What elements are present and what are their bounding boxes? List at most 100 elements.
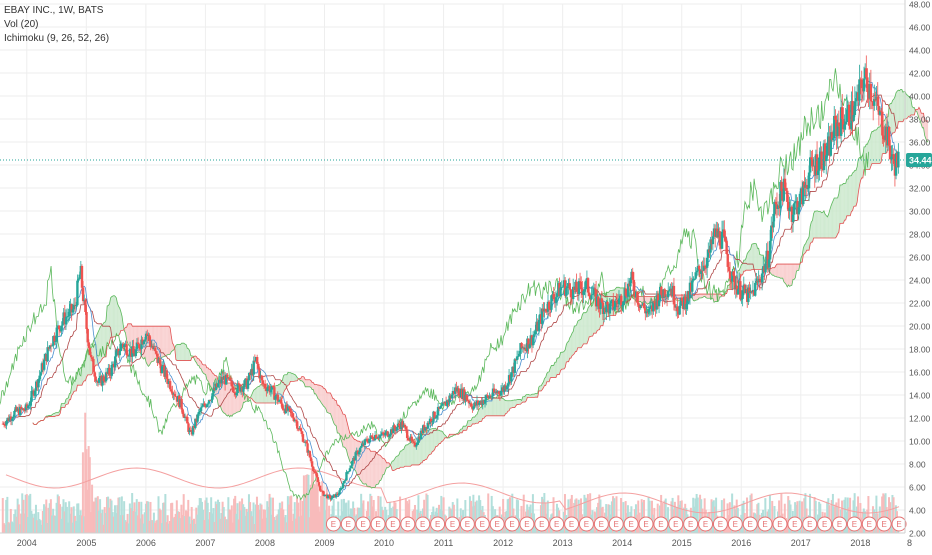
candle-body[interactable] <box>180 399 182 409</box>
cloud-segment <box>517 399 518 404</box>
candle-body[interactable] <box>359 448 361 452</box>
cloud-segment <box>327 393 328 413</box>
price-tick-label: 48.00 <box>909 0 931 10</box>
candle-body[interactable] <box>247 380 249 389</box>
earnings-marker-label: E <box>375 520 380 529</box>
volume-indicator-label[interactable]: Vol (20) <box>4 18 109 32</box>
cloud-segment <box>747 252 748 270</box>
cloud-segment <box>226 383 227 416</box>
cloud-segment <box>178 345 179 361</box>
candle-body[interactable] <box>43 360 45 370</box>
ichimoku-indicator-label[interactable]: Ichimoku (9, 26, 52, 26) <box>4 32 109 46</box>
candle-body[interactable] <box>870 84 872 101</box>
cloud-segment <box>325 389 326 409</box>
candle-body[interactable] <box>85 312 87 329</box>
cloud-segment <box>833 198 834 238</box>
cloud-segment <box>437 430 438 446</box>
earnings-marker-label: E <box>867 520 872 529</box>
cloud-segment <box>849 176 850 216</box>
candle-body[interactable] <box>119 351 121 355</box>
cloud-segment <box>229 383 230 417</box>
candle-body[interactable] <box>569 283 571 289</box>
cloud-segment <box>350 433 351 463</box>
candle-body[interactable] <box>338 490 340 494</box>
cloud-segment <box>461 429 462 433</box>
candle-body[interactable] <box>114 356 116 367</box>
earnings-marker-label: E <box>822 520 827 529</box>
cloud-segment <box>330 393 331 417</box>
cloud-segment <box>405 445 406 466</box>
candle-body[interactable] <box>863 79 865 92</box>
cloud-segment <box>119 306 120 335</box>
symbol-title[interactable]: EBAY INC., 1W, BATS <box>4 4 109 18</box>
candle-body[interactable] <box>76 281 78 306</box>
candle-body[interactable] <box>111 365 113 376</box>
candle-body[interactable] <box>729 271 731 279</box>
indicator-legend: EBAY INC., 1W, BATS Vol (20) Ichimoku (9… <box>4 4 109 46</box>
cloud-segment <box>758 248 759 269</box>
candle-body[interactable] <box>739 281 741 299</box>
candle-body[interactable] <box>253 361 255 375</box>
price-tick-label: 42.00 <box>909 69 931 79</box>
candle-body[interactable] <box>848 105 850 126</box>
price-tick-label: 30.00 <box>909 207 931 217</box>
candle-body[interactable] <box>349 468 351 471</box>
candle-body[interactable] <box>826 143 828 156</box>
cloud-segment <box>780 264 781 278</box>
earnings-marker-label: E <box>539 520 544 529</box>
candle-body[interactable] <box>155 351 157 353</box>
earnings-marker-label: E <box>718 520 723 529</box>
price-tick-label: 2.00 <box>909 529 926 539</box>
candle-body[interactable] <box>440 406 442 407</box>
cloud-segment <box>558 357 559 374</box>
year-tick-label: 2017 <box>791 538 811 548</box>
cloud-segment <box>261 385 262 403</box>
candle-body[interactable] <box>330 498 332 499</box>
candle-body[interactable] <box>311 461 313 466</box>
cloud-segment <box>902 89 903 121</box>
earnings-marker-label: E <box>331 520 336 529</box>
cloud-segment <box>306 380 307 387</box>
candle-body[interactable] <box>88 342 90 348</box>
candle-body[interactable] <box>681 298 683 301</box>
cloud-segment <box>436 428 437 446</box>
cloud-segment <box>779 264 780 278</box>
cloud-segment <box>198 359 199 366</box>
cloud-segment <box>309 380 310 387</box>
candle-body[interactable] <box>77 279 79 281</box>
cloud-segment <box>893 99 894 133</box>
cloud-segment <box>506 400 507 413</box>
cloud-segment <box>582 313 583 346</box>
cloud-segment <box>862 155 863 178</box>
year-tick-label: 2013 <box>553 538 573 548</box>
cloud-segment <box>874 130 875 163</box>
cloud-segment <box>845 183 846 220</box>
cloud-segment <box>824 211 825 238</box>
candle-body[interactable] <box>296 421 298 428</box>
last-price-label: 34.44 <box>909 155 932 165</box>
candle-body[interactable] <box>78 275 80 279</box>
candle-body[interactable] <box>154 348 156 352</box>
earnings-marker-label: E <box>777 520 782 529</box>
cloud-segment <box>562 352 563 369</box>
cloud-segment <box>834 198 835 238</box>
cloud-segment <box>574 326 575 354</box>
cloud-segment <box>873 130 874 163</box>
cloud-segment <box>406 445 407 466</box>
candle-body[interactable] <box>866 77 868 92</box>
earnings-marker-label: E <box>346 520 351 529</box>
candle-body[interactable] <box>514 359 516 373</box>
candle-body[interactable] <box>200 407 202 411</box>
earnings-marker-label: E <box>584 520 589 529</box>
cloud-segment <box>564 350 565 369</box>
candle-body[interactable] <box>40 372 42 375</box>
cloud-segment <box>294 374 295 381</box>
candle-body[interactable] <box>318 482 320 486</box>
cloud-segment <box>557 358 558 374</box>
candle-body[interactable] <box>590 295 592 299</box>
candle-body[interactable] <box>667 291 669 297</box>
cloud-segment <box>177 345 178 361</box>
